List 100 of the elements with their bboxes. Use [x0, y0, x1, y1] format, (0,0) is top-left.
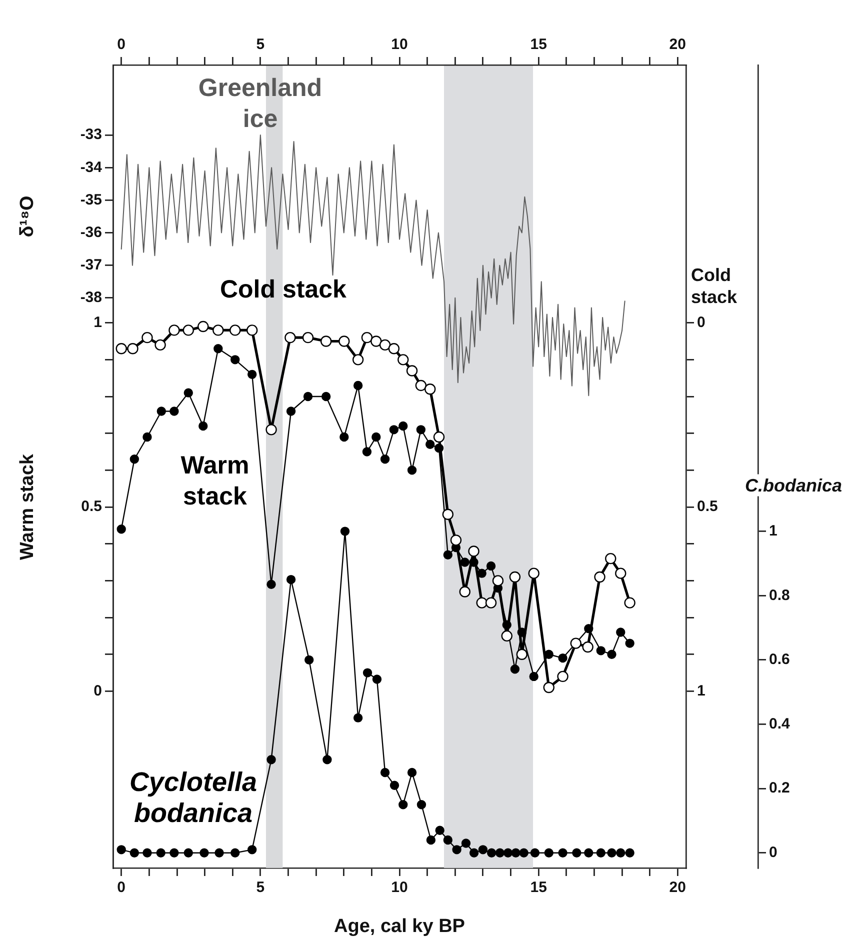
point: [433, 431, 445, 443]
point: [352, 354, 364, 366]
point: [170, 848, 179, 858]
point: [407, 466, 417, 475]
y3-tick-label: 0: [769, 844, 778, 862]
point: [469, 848, 479, 858]
point: [247, 845, 257, 854]
point: [230, 324, 241, 336]
point: [398, 800, 408, 810]
point: [424, 384, 436, 395]
point: [372, 432, 381, 442]
point: [303, 392, 313, 402]
series-label: Greenland ice: [198, 74, 322, 133]
point: [116, 845, 126, 854]
series-label: Cold stack: [220, 276, 346, 304]
point: [198, 421, 208, 431]
point: [340, 432, 349, 442]
series-label: Warm stack: [180, 451, 250, 510]
point: [584, 848, 594, 858]
point: [390, 780, 400, 790]
point: [156, 406, 166, 416]
point: [266, 424, 277, 436]
point: [353, 713, 363, 722]
point: [607, 848, 616, 858]
point: [478, 845, 488, 854]
point: [184, 388, 193, 398]
point: [127, 343, 138, 354]
point: [435, 826, 444, 835]
y-tick-label: 1: [94, 314, 102, 331]
point: [320, 336, 332, 347]
point: [415, 380, 427, 392]
point: [476, 597, 488, 608]
point: [582, 641, 594, 653]
point: [442, 508, 454, 520]
point: [142, 332, 153, 344]
y-tick-label: -35: [80, 191, 102, 208]
point: [406, 365, 418, 376]
point: [362, 447, 372, 456]
point: [214, 848, 224, 858]
point: [450, 534, 462, 546]
point: [398, 354, 409, 366]
point: [170, 406, 179, 416]
x-tick-label: 0: [117, 36, 126, 54]
point: [461, 838, 471, 848]
point: [503, 848, 513, 858]
point: [340, 526, 350, 536]
point: [510, 664, 520, 674]
x-tick-label: 10: [391, 36, 408, 54]
point: [198, 320, 209, 332]
point: [116, 343, 127, 354]
point: [486, 848, 496, 858]
x-tick-label: 5: [256, 879, 265, 896]
point: [182, 324, 194, 336]
point: [322, 755, 332, 764]
point: [398, 421, 408, 431]
point: [596, 848, 606, 858]
point: [528, 568, 540, 579]
point: [509, 571, 521, 583]
point: [379, 339, 391, 351]
x-axis-title: Age, cal ky BP: [334, 916, 466, 937]
point: [407, 768, 417, 778]
y2-tick-label: 0.5: [697, 498, 718, 516]
y-tick-label: -38: [80, 289, 102, 306]
point: [370, 336, 382, 347]
point: [596, 646, 606, 656]
point: [516, 648, 528, 660]
point: [388, 343, 400, 354]
point: [130, 848, 140, 858]
point: [572, 848, 582, 858]
x-tick-label: 20: [669, 36, 686, 54]
point: [142, 848, 152, 858]
x-tick-label: 10: [391, 879, 408, 896]
point: [443, 550, 452, 560]
point: [389, 425, 399, 434]
point: [557, 670, 568, 682]
y-tick-label: -34: [80, 158, 103, 176]
x-tick-label: 20: [669, 879, 686, 896]
point: [416, 800, 426, 810]
y-tick-label: 0.5: [81, 498, 102, 516]
point: [425, 440, 435, 449]
point: [142, 432, 152, 442]
point: [616, 628, 626, 637]
x-tick-label: 15: [530, 36, 547, 54]
y-tick-label: -37: [80, 256, 102, 274]
point: [247, 370, 257, 380]
point: [230, 848, 240, 858]
point: [372, 674, 382, 684]
point: [380, 454, 390, 464]
point: [156, 848, 166, 858]
point: [246, 324, 258, 336]
point: [594, 571, 606, 583]
point: [304, 655, 314, 665]
point: [468, 546, 480, 557]
point: [214, 344, 223, 354]
y3-tick-label: 0.8: [769, 586, 790, 604]
x-tick-label: 0: [117, 879, 126, 896]
y-tick-label: -33: [80, 126, 102, 144]
point: [184, 848, 193, 858]
point: [511, 848, 520, 858]
point: [529, 672, 538, 682]
